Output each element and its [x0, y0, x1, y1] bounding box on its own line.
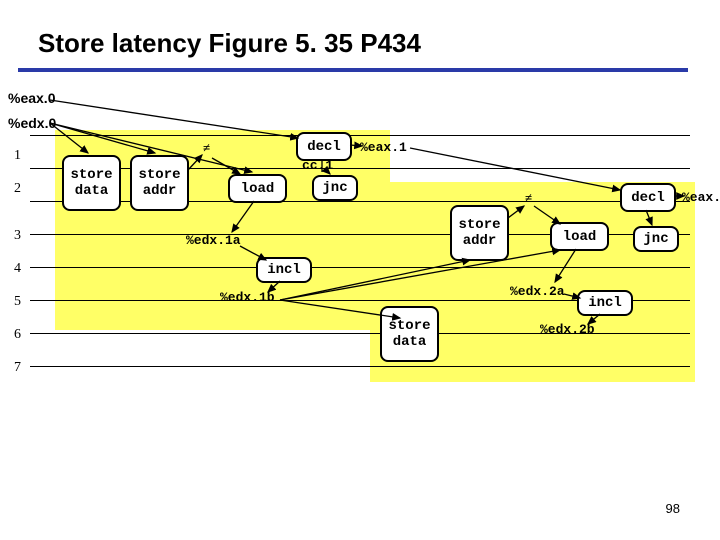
- reg-edx2a: %edx.2a: [510, 284, 565, 299]
- op-store-data-2: store data: [380, 306, 439, 362]
- row-num-7: 7: [14, 360, 21, 376]
- row-num-3: 3: [14, 228, 21, 244]
- row-line-2b: [30, 201, 690, 202]
- reg-edx0: %edx.0: [8, 115, 56, 131]
- row-line-7: [30, 366, 690, 367]
- op-jnc-2: jnc: [633, 226, 679, 252]
- op-decl-1: decl: [296, 132, 352, 161]
- op-incl-1: incl: [256, 257, 312, 283]
- row-line-4: [30, 267, 690, 268]
- op-decl-2: decl: [620, 183, 676, 212]
- op-load-2: load: [550, 222, 609, 251]
- reg-eax1: %eax.1: [360, 140, 407, 155]
- title-underline: [18, 68, 688, 72]
- op-incl-2: incl: [577, 290, 633, 316]
- reg-edx1b: %edx.1b: [220, 290, 275, 305]
- row-num-2: 2: [14, 181, 21, 197]
- op-store-addr-1: store addr: [130, 155, 189, 211]
- row-num-5: 5: [14, 294, 21, 310]
- reg-edx2b: %edx.2b: [540, 322, 595, 337]
- row-num-1: 1: [14, 148, 21, 164]
- row-line-1: [30, 135, 690, 136]
- page-number: 98: [666, 501, 680, 516]
- row-num-6: 6: [14, 327, 21, 343]
- op-store-addr-2: store addr: [450, 205, 509, 261]
- row-line-2: [30, 168, 690, 169]
- cc1-label: cc.1: [302, 158, 333, 173]
- op-ne-2: ≠: [525, 190, 532, 206]
- reg-eax2: %eax.2: [682, 190, 720, 205]
- reg-edx1a: %edx.1a: [186, 233, 241, 248]
- row-num-4: 4: [14, 261, 21, 277]
- op-jnc-1: jnc: [312, 175, 358, 201]
- op-load-1: load: [228, 174, 287, 203]
- page-title: Store latency Figure 5. 35 P434: [38, 28, 421, 59]
- reg-eax0: %eax.0: [8, 90, 55, 106]
- op-ne-1: ≠: [203, 140, 210, 156]
- op-store-data-1: store data: [62, 155, 121, 211]
